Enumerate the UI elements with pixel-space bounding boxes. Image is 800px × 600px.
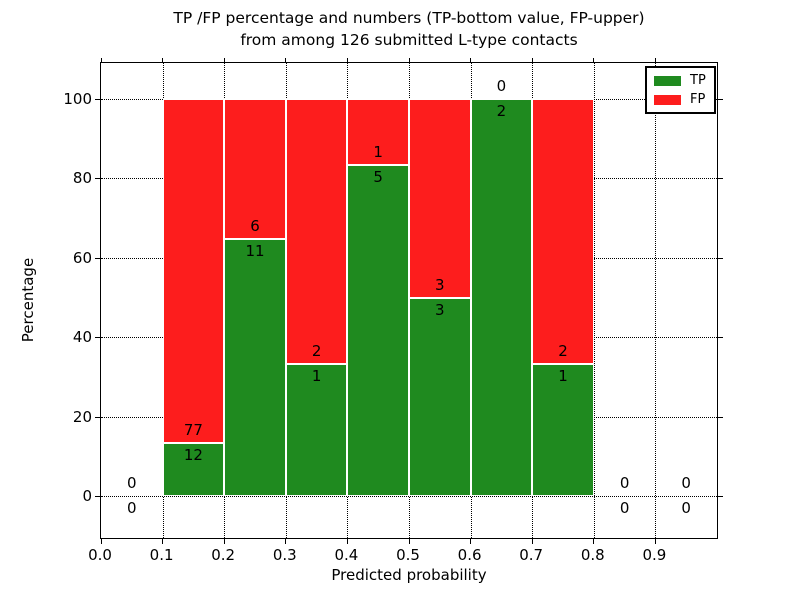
bar-annotation-fp: 2 [311, 341, 322, 360]
x-tickmark-top [408, 58, 410, 62]
x-tickmark-top [285, 58, 287, 62]
bar-fp-segment [162, 98, 225, 443]
y-tickmark-right [718, 496, 723, 498]
x-tick-label: 0.3 [272, 546, 297, 564]
legend-entry-fp: FP [654, 93, 707, 106]
x-tickmark-top [223, 58, 225, 62]
legend: TP FP [645, 66, 716, 114]
x-tickmark-bottom [162, 539, 164, 544]
y-tickmark-right [718, 257, 723, 259]
y-tickmark-left [95, 496, 100, 498]
legend-label-tp: TP [690, 73, 706, 88]
x-tick-label: 0.5 [396, 546, 420, 564]
x-tickmark-bottom [470, 539, 472, 544]
y-tickmark-right [718, 178, 723, 180]
legend-label-fp: FP [690, 92, 706, 107]
x-tick-label: 0.1 [149, 546, 174, 564]
x-axis-label: Predicted probability [331, 566, 487, 584]
bar-tp-segment [347, 165, 409, 497]
bar-fp-segment [224, 98, 286, 240]
x-tickmark-bottom [346, 539, 349, 544]
y-tick-label: 100 [63, 89, 92, 108]
bar-annotation-fp: 3 [435, 275, 445, 294]
bar-annotation-fp: 2 [558, 341, 568, 360]
x-tickmark-top [470, 58, 472, 62]
bar-annotation-tp: 11 [245, 242, 265, 261]
x-tick-label: 0.0 [88, 546, 112, 564]
y-tick-label: 20 [72, 407, 92, 426]
x-gridline [655, 63, 657, 538]
x-tickmark-top [531, 58, 533, 62]
x-tickmark-top [654, 58, 657, 62]
bar-annotation-fp: 0 [496, 76, 507, 95]
bar-tp-segment [409, 297, 471, 497]
legend-entry-tp: TP [654, 74, 707, 87]
x-tickmark-bottom [223, 539, 225, 544]
x-tick-label: 0.2 [211, 546, 236, 564]
bar-annotation-fp: 6 [250, 217, 260, 236]
bar-fp-segment [347, 98, 409, 165]
bar-fp-segment [285, 98, 348, 364]
y-tick-label: 0 [82, 487, 92, 506]
y-tickmark-right [718, 98, 723, 100]
x-tick-label: 0.8 [580, 546, 605, 564]
y-tickmark-left [95, 98, 100, 100]
bar-annotation-fp: 0 [127, 474, 137, 493]
x-gridline [593, 63, 595, 538]
bar-annotation-tp: 1 [558, 366, 568, 385]
bar-tp-segment [285, 363, 348, 497]
plot-area: 0 0 77 12 6 11 2 1 1 5 3 3 0 2 2 1 0 0 0 0 [100, 62, 718, 539]
bar-annotation-tp: 2 [496, 101, 507, 120]
x-tick-label: 0.4 [334, 546, 359, 564]
x-tick-label: 0.6 [457, 546, 482, 564]
chart-title: TP /FP percentage and numbers (TP-bottom… [100, 7, 718, 51]
x-tick-label: 0.7 [519, 546, 544, 564]
legend-swatch-fp [654, 94, 681, 105]
x-tickmark-bottom [408, 539, 410, 544]
bar-tp-segment [224, 239, 286, 497]
y-axis-label: Percentage [19, 257, 37, 343]
bar-annotation-fp: 0 [619, 474, 630, 493]
x-tickmark-bottom [593, 539, 595, 544]
bar-annotation-tp: 0 [127, 499, 137, 518]
bar-annotation-tp: 1 [311, 366, 322, 385]
bar-annotation-fp: 77 [183, 420, 203, 439]
bar-tp-segment [470, 98, 533, 497]
bar-tp-segment [162, 442, 225, 497]
y-tickmark-left [95, 257, 100, 259]
x-tickmark-top [162, 58, 164, 62]
bar-annotation-tp: 5 [373, 168, 383, 187]
chart-title-line1: TP /FP percentage and numbers (TP-bottom… [173, 9, 645, 27]
x-tickmark-bottom [531, 539, 533, 544]
y-tick-label: 40 [72, 328, 92, 347]
x-tickmark-bottom [285, 539, 287, 544]
bar-annotation-fp: 0 [681, 474, 691, 493]
x-tickmark-top [593, 58, 595, 62]
y-tickmark-left [95, 337, 100, 339]
y-tickmark-right [718, 337, 723, 339]
bar-annotation-tp: 0 [681, 499, 691, 518]
bar-annotation-tp: 3 [435, 300, 445, 319]
x-tickmark-top [346, 58, 349, 62]
chart-title-line2: from among 126 submitted L-type contacts [240, 31, 578, 49]
bar-annotation-tp: 0 [619, 499, 630, 518]
y-tick-label: 80 [72, 169, 92, 188]
bar-tp-segment [532, 363, 594, 497]
y-tick-label: 60 [72, 248, 92, 267]
bar-fp-segment [409, 98, 471, 298]
y-tickmark-right [718, 416, 723, 418]
x-tickmark-bottom [100, 539, 102, 544]
bar-annotation-fp: 1 [373, 143, 383, 162]
x-tickmark-top [100, 58, 102, 62]
x-tick-label: 0.9 [642, 546, 667, 564]
y-tickmark-left [95, 416, 100, 418]
bar-annotation-tp: 12 [183, 445, 203, 464]
bar-fp-segment [532, 98, 594, 364]
y-tickmark-left [95, 178, 100, 180]
x-tickmark-bottom [654, 539, 657, 544]
legend-swatch-tp [654, 75, 681, 86]
